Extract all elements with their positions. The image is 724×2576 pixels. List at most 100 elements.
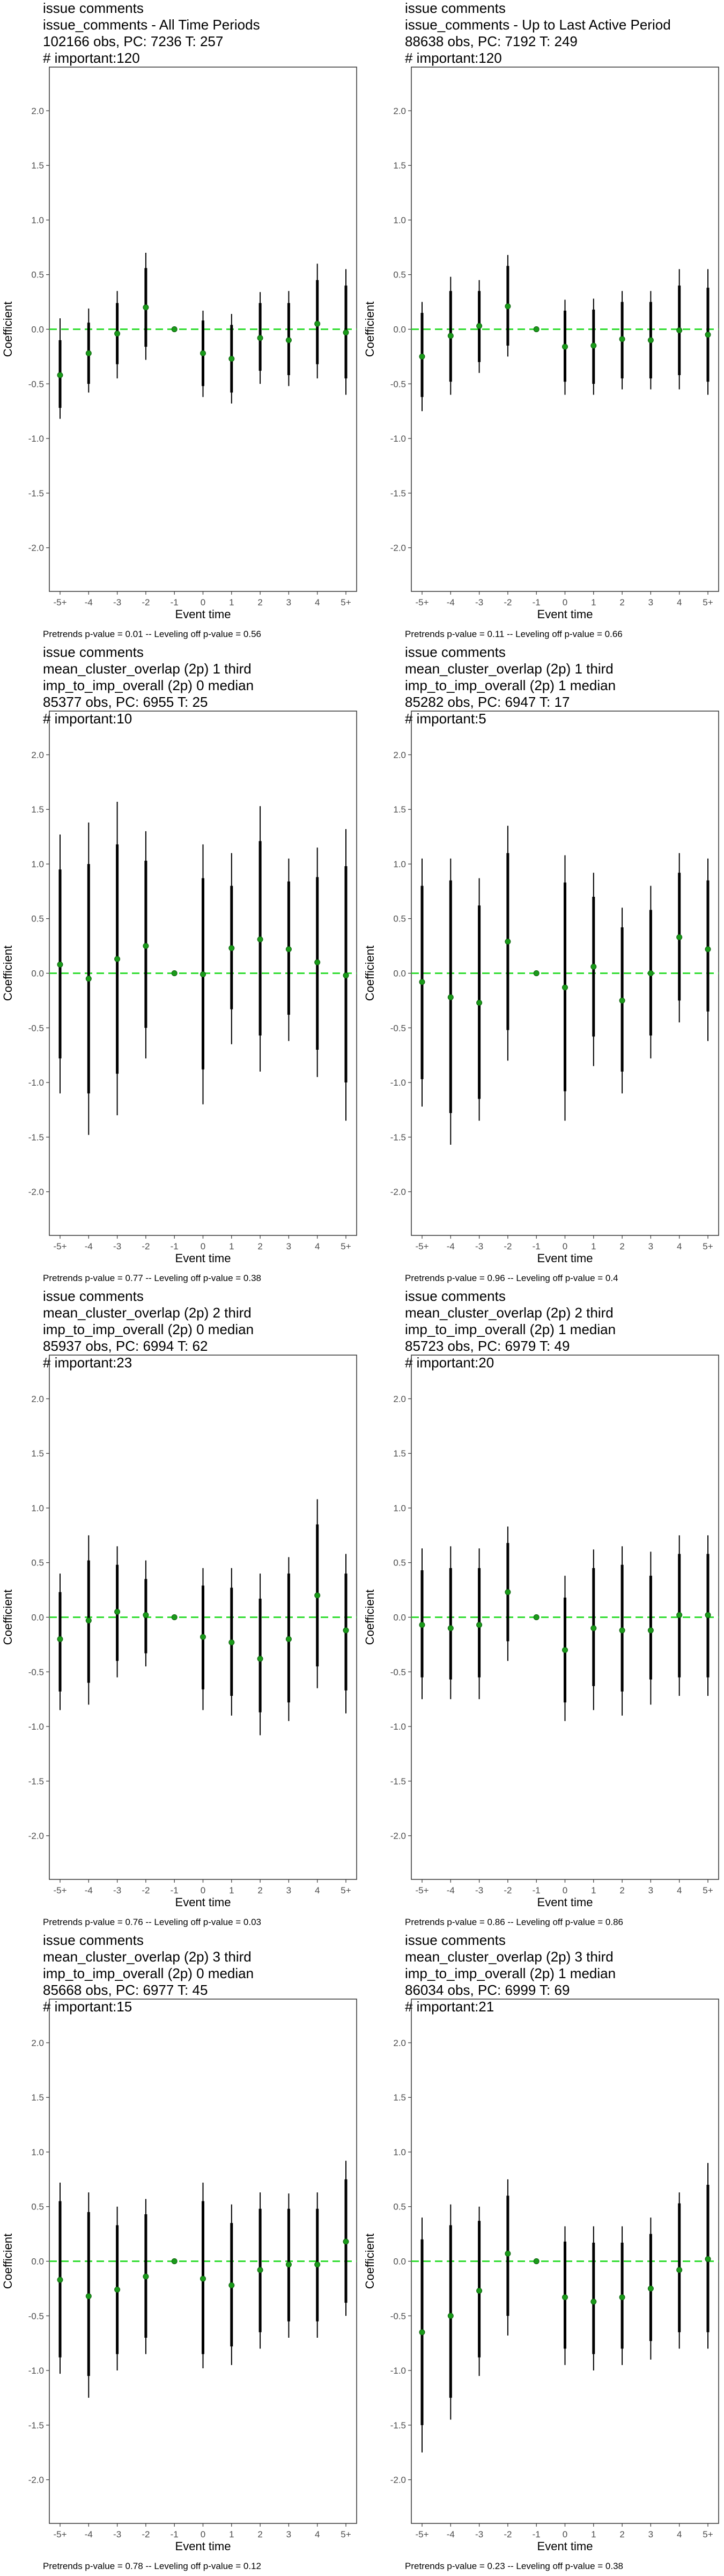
plot-area: 2.0 1.5 1.0 0.5 0.0 -0.5 -1.0 -1.5 -2.0 -5+ -4 -3 -2… xyxy=(1,1355,357,1909)
data-point xyxy=(257,2267,263,2273)
x-tick-label: 5+ xyxy=(703,597,713,608)
data-point xyxy=(143,304,149,311)
data-point xyxy=(314,959,321,965)
data-point xyxy=(533,326,540,332)
x-tick-label: -5+ xyxy=(53,597,67,608)
x-tick-label: -3 xyxy=(475,2529,483,2540)
y-tick-label: -0.5 xyxy=(390,1667,406,1677)
x-tick-label: 3 xyxy=(648,597,653,608)
data-point xyxy=(85,2293,92,2300)
data-point xyxy=(228,1639,235,1645)
x-tick-label: 1 xyxy=(229,1241,234,1252)
x-tick-label: -2 xyxy=(504,1885,512,1896)
y-tick-label: -0.5 xyxy=(28,1023,44,1033)
pvalue-footer: Pretrends p-value = 0.11 -- Leveling off… xyxy=(405,629,623,639)
chart-title: issue comments mean_cluster_overlap (2p) … xyxy=(43,644,254,727)
chart-title-line: # important:10 xyxy=(43,711,132,727)
y-tick-label: 1.5 xyxy=(393,2092,406,2103)
data-point xyxy=(419,353,425,360)
chart-title-line: # important:120 xyxy=(405,50,502,66)
data-point xyxy=(705,2256,711,2262)
y-tick-label: 2.0 xyxy=(31,2038,44,2048)
y-axis-label: Coefficient xyxy=(363,2234,376,2289)
x-tick-label: -5+ xyxy=(53,1241,67,1252)
y-tick-label: -1.0 xyxy=(28,1078,44,1088)
pvalue-footer: Pretrends p-value = 0.86 -- Leveling off… xyxy=(405,1917,623,1927)
x-tick-label: 2 xyxy=(257,597,262,608)
y-tick-label: -1.5 xyxy=(28,488,44,499)
y-tick-label: 2.0 xyxy=(31,750,44,760)
y-tick-label: 1.0 xyxy=(393,859,406,869)
data-point xyxy=(314,2262,321,2268)
y-tick-label: -2.0 xyxy=(28,1187,44,1197)
x-tick-label: 0 xyxy=(563,2529,567,2540)
y-tick-label: 1.5 xyxy=(31,2092,44,2103)
chart-title-line: issue comments xyxy=(405,0,506,16)
data-point xyxy=(228,2282,235,2288)
data-point xyxy=(285,337,292,343)
chart-title-line: mean_cluster_overlap (2p) 1 third xyxy=(43,661,252,677)
chart-title: issue comments mean_cluster_overlap (2p) … xyxy=(405,1932,616,2015)
x-tick-label: 0 xyxy=(563,597,567,608)
y-tick-label: 1.5 xyxy=(31,1448,44,1459)
pvalue-footer: Pretrends p-value = 0.01 -- Leveling off… xyxy=(43,629,261,639)
x-tick-label: 2 xyxy=(619,597,624,608)
chart-panel: issue comments mean_cluster_overlap (2p) … xyxy=(362,644,724,1288)
y-tick-label: 0.0 xyxy=(31,2257,44,2267)
chart-title-line: imp_to_imp_overall (2p) 0 median xyxy=(43,1321,254,1337)
x-axis-label: Event time xyxy=(175,608,231,621)
plot-area: 2.0 1.5 1.0 0.5 0.0 -0.5 -1.0 -1.5 -2.0 -5+ -4 -3 -2… xyxy=(363,1355,719,1909)
chart-title-line: issue comments xyxy=(43,1932,144,1948)
x-tick-label: -1 xyxy=(533,597,541,608)
data-point xyxy=(505,2250,511,2257)
y-tick-label: 1.0 xyxy=(393,2147,406,2157)
x-tick-label: -5+ xyxy=(415,2529,429,2540)
x-tick-label: 1 xyxy=(591,2529,596,2540)
data-point xyxy=(676,327,683,334)
y-tick-label: -1.5 xyxy=(390,2420,406,2431)
chart-panel: issue comments issue_comments - Up to Las… xyxy=(362,0,724,644)
data-point xyxy=(676,1612,683,1618)
y-axis-label: Coefficient xyxy=(363,1590,376,1645)
y-tick-label: -2.0 xyxy=(28,543,44,553)
data-point xyxy=(647,1627,654,1634)
y-tick-label: -1.5 xyxy=(28,1132,44,1143)
chart-title-line: 88638 obs, PC: 7192 T: 249 xyxy=(405,33,578,49)
y-tick-label: -0.5 xyxy=(390,2311,406,2321)
x-tick-label: 1 xyxy=(591,1241,596,1252)
y-tick-label: 2.0 xyxy=(393,1394,406,1404)
pvalue-footer: Pretrends p-value = 0.78 -- Leveling off… xyxy=(43,2561,261,2571)
chart-title-line: 85937 obs, PC: 6994 T: 62 xyxy=(43,1338,208,1354)
x-axis-label: Event time xyxy=(175,2540,231,2553)
chart-title-line: imp_to_imp_overall (2p) 1 median xyxy=(405,1965,616,1981)
chart-title-line: imp_to_imp_overall (2p) 1 median xyxy=(405,677,616,693)
x-tick-label: 1 xyxy=(229,597,234,608)
data-point xyxy=(114,956,121,962)
y-tick-label: 0.0 xyxy=(31,1613,44,1623)
data-point xyxy=(171,1614,178,1620)
pvalue-footer: Pretrends p-value = 0.77 -- Leveling off… xyxy=(43,1273,261,1283)
chart-title-line: issue_comments - All Time Periods xyxy=(43,17,260,33)
y-tick-label: -0.5 xyxy=(390,379,406,389)
y-tick-label: 0.5 xyxy=(393,914,406,924)
y-tick-label: 0.5 xyxy=(31,1558,44,1568)
x-tick-label: -4 xyxy=(85,2529,93,2540)
y-tick-label: 1.5 xyxy=(393,160,406,171)
data-point xyxy=(705,1612,711,1618)
y-tick-label: 2.0 xyxy=(393,750,406,760)
x-tick-label: 4 xyxy=(677,1241,682,1252)
data-point xyxy=(314,320,321,327)
chart-title-line: imp_to_imp_overall (2p) 1 median xyxy=(405,1321,616,1337)
y-tick-label: -0.5 xyxy=(28,379,44,389)
y-tick-label: 1.5 xyxy=(393,804,406,815)
x-tick-label: 3 xyxy=(648,2529,653,2540)
data-point xyxy=(590,2299,597,2305)
chart-title-line: # important:5 xyxy=(405,711,486,727)
plot-area: 2.0 1.5 1.0 0.5 0.0 -0.5 -1.0 -1.5 -2.0 -5+ -4 -3 -2… xyxy=(363,67,719,621)
x-tick-label: -1 xyxy=(171,2529,179,2540)
x-tick-label: -4 xyxy=(85,1241,93,1252)
data-point xyxy=(619,1627,625,1634)
y-tick-label: 0.0 xyxy=(31,969,44,979)
y-tick-label: -1.5 xyxy=(28,1776,44,1787)
x-tick-label: 5+ xyxy=(703,1885,713,1896)
